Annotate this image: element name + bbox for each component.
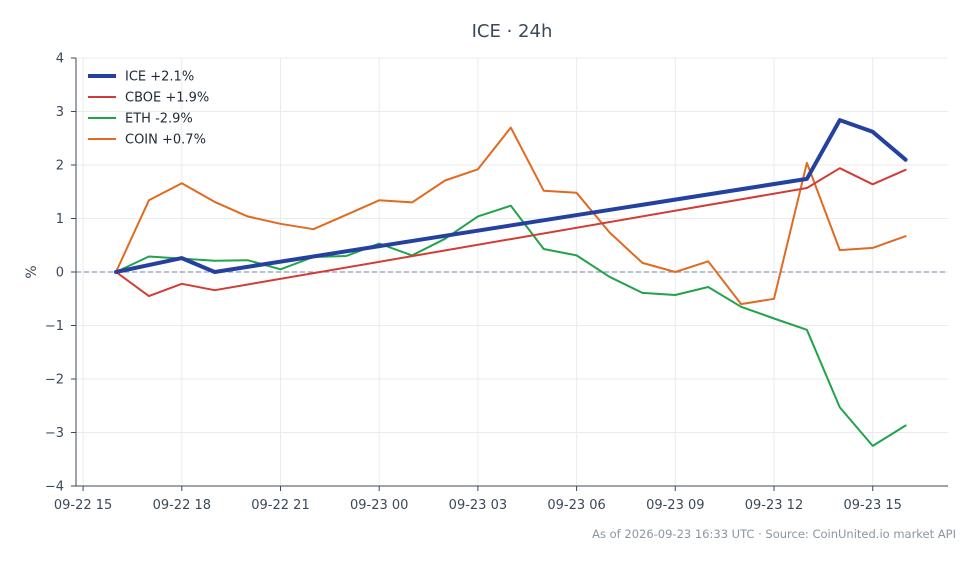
- legend-label-ice: ICE +2.1%: [125, 70, 194, 85]
- x-tick-label: 09-23 00: [350, 498, 408, 513]
- grid-lines: [76, 57, 948, 487]
- x-tick-label: 09-23 03: [449, 498, 507, 513]
- series-line-cboe: [115, 167, 907, 298]
- x-tick-label: 09-23 12: [745, 498, 803, 513]
- chart-footer: As of 2026-09-23 16:33 UTC · Source: Coi…: [592, 527, 956, 541]
- y-tick-label: −3: [45, 426, 64, 441]
- y-axis-label: %: [24, 265, 40, 278]
- x-tick-label: 09-23 09: [646, 498, 704, 513]
- y-tick-label: 2: [56, 159, 64, 174]
- y-tick-label: −4: [45, 480, 64, 495]
- y-tick-label: 1: [56, 212, 64, 227]
- y-tick-label: 0: [56, 266, 64, 281]
- legend-label-coin: COIN +0.7%: [125, 133, 206, 148]
- legend-label-cboe: CBOE +1.9%: [125, 91, 209, 106]
- x-tick-label: 09-22 21: [251, 498, 309, 513]
- legend: ICE +2.1% CBOE +1.9% ETH -2.9% COIN +0.7%: [88, 70, 209, 148]
- series-line-eth: [115, 204, 907, 447]
- y-tick-label: −2: [45, 373, 64, 388]
- series-line-coin: [115, 126, 907, 306]
- y-tick-label: 3: [56, 105, 64, 120]
- series-lines: [114, 118, 908, 447]
- series-line-ice: [114, 118, 908, 274]
- y-tick-label: 4: [56, 52, 64, 67]
- x-tick-label: 09-23 15: [843, 498, 901, 513]
- axes: 4 3 2 1 0 −1 −2 −3 −4 09-22 15 09-22 18 09-22 21 09-…: [45, 52, 948, 513]
- x-tick-label: 09-22 18: [153, 498, 211, 513]
- chart-title: ICE · 24h: [472, 21, 553, 42]
- x-tick-label: 09-22 15: [54, 498, 112, 513]
- legend-label-eth: ETH -2.9%: [125, 112, 193, 127]
- y-tick-label: −1: [45, 319, 64, 334]
- x-tick-label: 09-23 06: [547, 498, 605, 513]
